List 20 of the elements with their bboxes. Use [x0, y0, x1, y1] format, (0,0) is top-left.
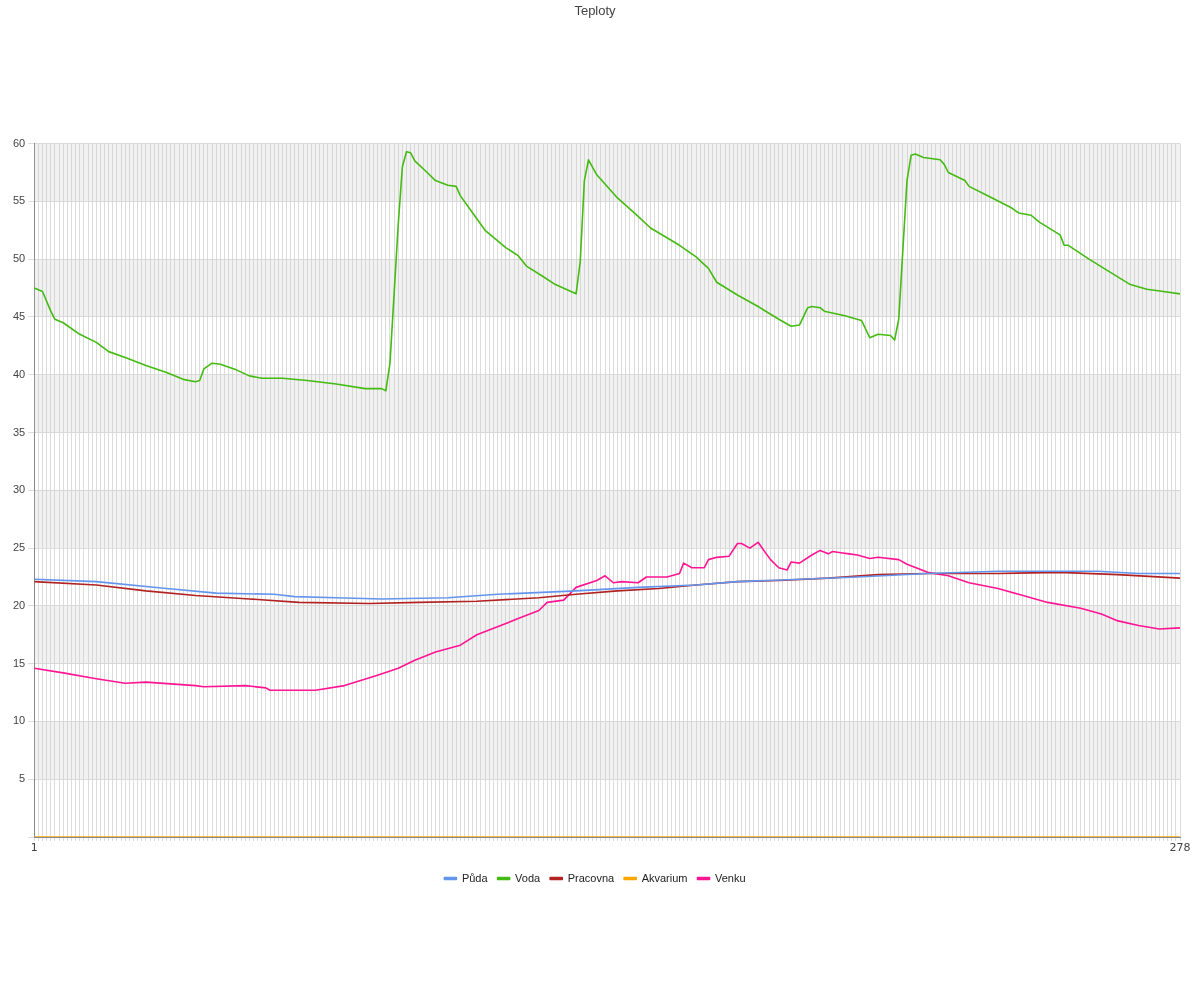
legend-label: Půda [461, 871, 489, 884]
y-tick-label: 10 [12, 714, 26, 727]
legend-label: Venku [715, 871, 746, 884]
x-tick-label: 278 [1169, 841, 1191, 855]
y-tick-label: 60 [12, 136, 26, 149]
y-tick-label: 15 [12, 656, 26, 669]
y-tick-label: 30 [12, 483, 26, 496]
y-tick-label: 45 [12, 309, 26, 322]
y-tick-label: 35 [12, 425, 26, 438]
y-tick-label: 25 [12, 541, 26, 554]
legend-label: Voda [515, 871, 542, 884]
chart-title: Teploty [574, 3, 617, 19]
legend-label: Pracovna [567, 871, 616, 884]
y-tick-label: 20 [12, 598, 26, 611]
y-tick-label: 40 [12, 367, 26, 380]
x-tick-label: 1 [30, 841, 38, 855]
y-tick-label: 50 [12, 252, 26, 265]
y-tick-label: 55 [12, 194, 26, 207]
y-tick-label: 5 [19, 772, 26, 785]
legend-label: Akvarium [641, 871, 688, 884]
